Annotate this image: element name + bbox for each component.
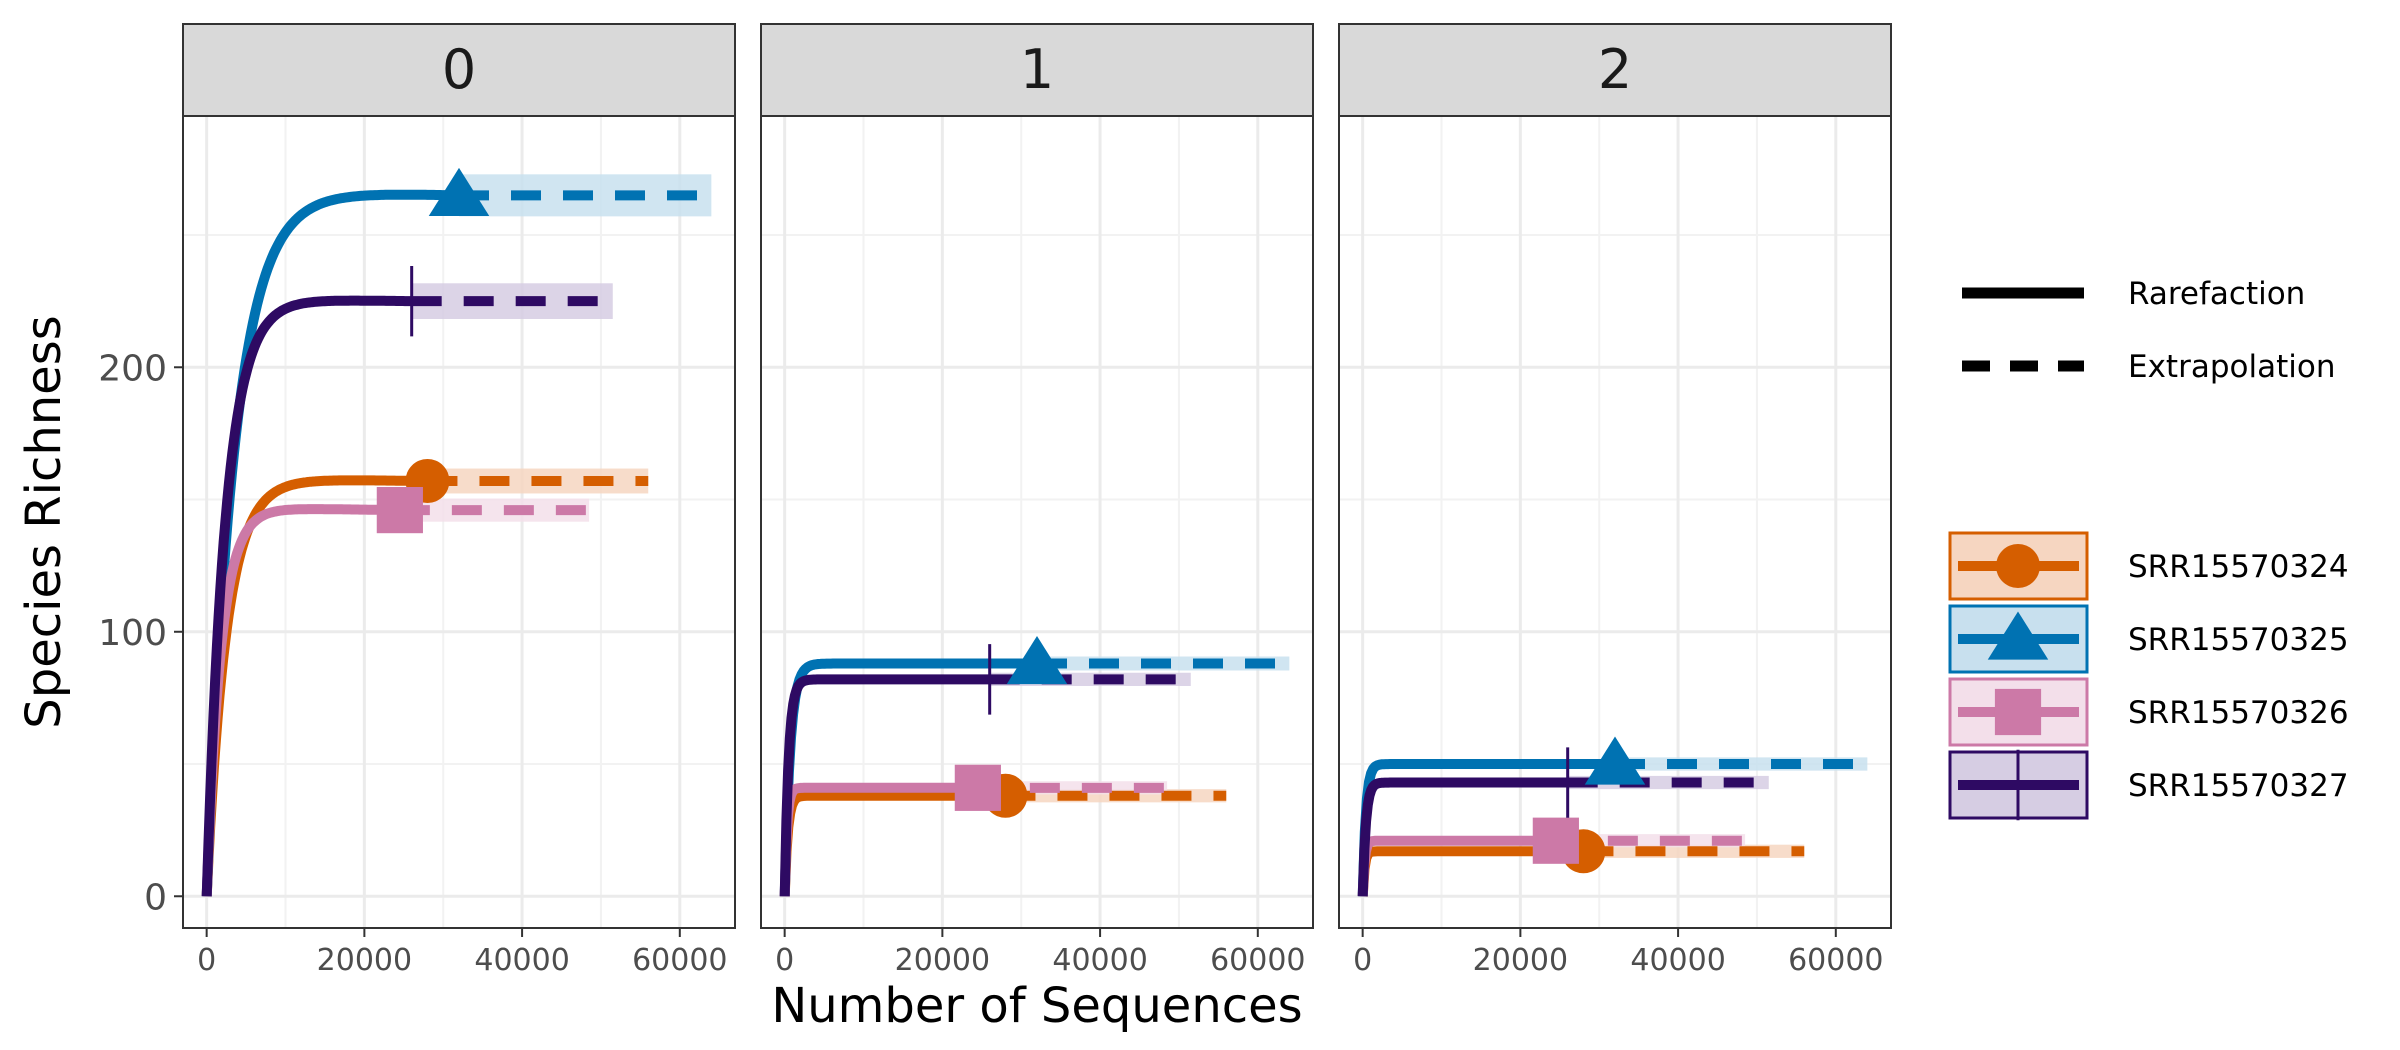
- y-tick-label: 0: [144, 877, 167, 918]
- x-tick-label: 60000: [1788, 943, 1883, 978]
- sample-legend-label: SRR15570327: [2128, 768, 2349, 804]
- linetype-legend-label: Rarefaction: [2128, 276, 2305, 312]
- observed-point-SRR15570325: [1584, 736, 1646, 785]
- axes: Number of Sequences Species Richness: [16, 315, 1303, 1034]
- sample-legend-label: SRR15570325: [2128, 622, 2349, 658]
- x-tick-label: 60000: [632, 943, 727, 978]
- panel-background: [761, 116, 1313, 928]
- observed-point-SRR15570325: [428, 167, 490, 216]
- x-tick-label: 0: [775, 943, 794, 978]
- rarefaction-line-SRR15570326: [1357, 835, 1560, 897]
- observed-point-SRR15570326: [376, 486, 423, 534]
- rarefaction-line-SRR15570327: [779, 674, 993, 897]
- x-tick-label: 40000: [474, 943, 569, 978]
- x-tick-label: 20000: [317, 943, 412, 978]
- y-tick-label: 200: [98, 348, 167, 389]
- facet-strip-label: 2: [1598, 38, 1632, 101]
- observed-point-SRR15570326: [954, 764, 1001, 811]
- facet-strip-label: 1: [1020, 38, 1054, 101]
- panel-border: [182, 115, 736, 929]
- legend: RarefactionExtrapolationSRR15570324SRR15…: [1948, 276, 2349, 821]
- legend-key-marker: [1996, 544, 2040, 588]
- panel-border: [760, 115, 1314, 929]
- facet-panel-1: 1 0 20000 40000 60000: [760, 23, 1314, 978]
- x-tick-label: 20000: [1473, 943, 1568, 978]
- x-tick-label: 0: [1353, 943, 1372, 978]
- legend-key-SRR15570327: [1948, 749, 2089, 821]
- x-tick-label: 20000: [895, 943, 990, 978]
- rarefaction-line-SRR15570325: [1357, 759, 1618, 897]
- x-tick-label: 0: [197, 943, 216, 978]
- y-tick-label: 100: [98, 613, 167, 654]
- panel-background: [183, 116, 735, 928]
- facet-strip: [1338, 23, 1892, 117]
- legend-key-SRR15570325: [1948, 604, 2089, 674]
- rarefaction-line-SRR15570325: [779, 658, 1040, 897]
- facet-panel-2: 2 0 20000 40000 60000: [1338, 23, 1892, 978]
- rarefaction-line-SRR15570326: [779, 782, 982, 897]
- panel-border: [1338, 115, 1892, 929]
- rarefaction-line-SRR15570326: [201, 504, 404, 897]
- panel-background: [1339, 116, 1891, 928]
- sample-legend: SRR15570324 SRR15570325 SRR15570326 SRR1557…: [1948, 531, 2349, 821]
- legend-key-SRR15570324: [1948, 531, 2089, 601]
- rarefaction-line-SRR15570327: [1357, 777, 1571, 897]
- legend-key-SRR15570326: [1948, 677, 2089, 747]
- observed-point-SRR15570325: [1006, 636, 1068, 685]
- legend-key-marker: [1994, 688, 2042, 736]
- facet-strip-label: 0: [442, 38, 476, 101]
- linetype-legend-label: Extrapolation: [2128, 349, 2335, 385]
- observed-point-SRR15570326: [1532, 817, 1579, 864]
- facet-strip: [760, 23, 1314, 117]
- rarefaction-line-SRR15570325: [201, 189, 462, 897]
- y-axis-title: Species Richness: [16, 315, 72, 728]
- panel-data: [1357, 736, 1868, 897]
- linetype-legend: Rarefaction Extrapolation: [1962, 276, 2335, 385]
- sample-legend-label: SRR15570324: [2128, 549, 2349, 585]
- sample-legend-label: SRR15570326: [2128, 695, 2349, 731]
- facet-strip: [182, 23, 736, 117]
- x-tick-label: 60000: [1210, 943, 1305, 978]
- x-tick-label: 40000: [1630, 943, 1725, 978]
- panel-data: [201, 167, 712, 897]
- legend-key-marker: [1987, 611, 2049, 660]
- panel-data: [779, 636, 1290, 897]
- rarefaction-line-SRR15570327: [201, 295, 415, 897]
- x-tick-label: 40000: [1052, 943, 1147, 978]
- x-axis-title: Number of Sequences: [771, 978, 1302, 1034]
- confidence-band-SRR15570326: [399, 498, 590, 522]
